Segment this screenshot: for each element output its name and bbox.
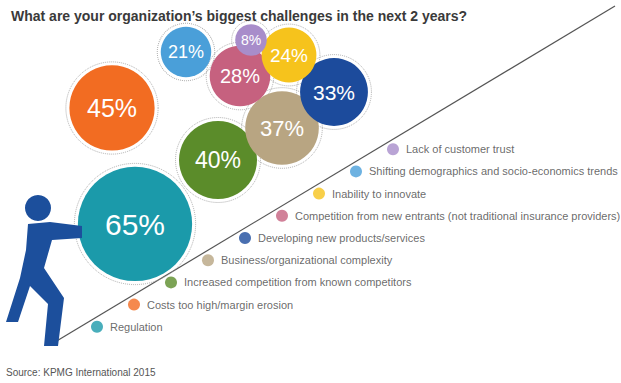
svg-text:Lack of customer trust: Lack of customer trust xyxy=(406,143,514,155)
svg-text:24%: 24% xyxy=(270,45,308,66)
svg-text:Increased competition from kno: Increased competition from known competi… xyxy=(184,276,412,288)
svg-text:8%: 8% xyxy=(241,32,261,48)
svg-text:65%: 65% xyxy=(105,208,165,241)
svg-text:Competition from new entrants: Competition from new entrants (not tradi… xyxy=(295,210,620,222)
svg-text:Shifting demographics and soci: Shifting demographics and socio-economic… xyxy=(369,165,618,177)
svg-text:Developing new products/servic: Developing new products/services xyxy=(258,232,425,244)
svg-text:Business/organizational comple: Business/organizational complexity xyxy=(221,254,393,266)
svg-text:Regulation: Regulation xyxy=(110,321,163,333)
svg-text:28%: 28% xyxy=(220,65,260,87)
svg-text:37%: 37% xyxy=(260,116,304,141)
svg-text:45%: 45% xyxy=(87,94,137,122)
svg-text:21%: 21% xyxy=(168,42,204,62)
svg-text:Inability to innovate: Inability to innovate xyxy=(332,188,426,200)
svg-text:Source: KPMG International 201: Source: KPMG International 2015 xyxy=(6,367,156,378)
svg-text:What are your organization’s b: What are your organization’s biggest cha… xyxy=(11,8,467,24)
svg-text:33%: 33% xyxy=(313,81,355,104)
svg-text:40%: 40% xyxy=(195,147,241,173)
svg-text:Costs too high/margin erosion: Costs too high/margin erosion xyxy=(147,299,293,311)
